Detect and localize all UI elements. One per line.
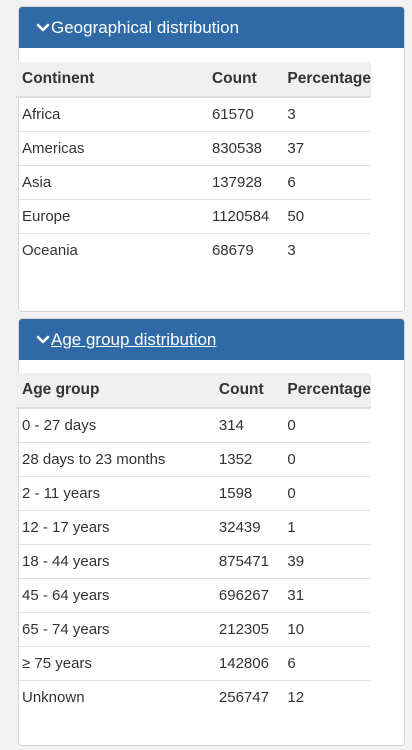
- chevron-down-icon: [36, 335, 50, 343]
- age-group-cell: ≥ 75 years: [16, 646, 213, 681]
- percentage-cell: 3: [287, 242, 296, 259]
- table-row: 28 days to 23 months 1352 0: [16, 442, 371, 477]
- percentage-cell: 0: [281, 408, 371, 443]
- table-header-row: Age group Count Percentage: [16, 373, 371, 409]
- age-group-cell: 45 - 64 years: [16, 578, 213, 613]
- count-cell: 314: [212, 408, 282, 443]
- continent-cell: Americas: [16, 131, 206, 166]
- continent-cell: Asia: [16, 165, 206, 200]
- continent-cell: Oceania: [22, 242, 78, 259]
- age-group-cell: 65 - 74 years: [16, 612, 213, 647]
- table-row: Asia 137928 6: [16, 165, 371, 200]
- table-row: Unknown 256747 12: [16, 681, 371, 715]
- table-row: Americas 830538 37: [16, 131, 371, 166]
- column-header-percentage: Percentage: [281, 373, 371, 409]
- count-cell: 142806: [212, 646, 282, 681]
- table-row: 0 - 27 days 314 0: [16, 408, 371, 443]
- percentage-cell: 50: [281, 199, 371, 234]
- age-group-cell: Unknown: [22, 689, 85, 706]
- table-row: ≥ 75 years 142806 6: [16, 646, 371, 681]
- continent-cell: Africa: [16, 97, 206, 132]
- count-cell: 696267: [212, 578, 282, 613]
- age-group-cell: 28 days to 23 months: [16, 442, 213, 477]
- count-cell: 875471: [212, 544, 282, 579]
- column-header-age-group: Age group: [16, 373, 213, 409]
- percentage-cell: 12: [287, 689, 305, 706]
- percentage-cell: 31: [281, 578, 371, 613]
- count-cell: 256747: [218, 689, 269, 706]
- count-cell: 61570: [205, 97, 282, 132]
- table-row: 65 - 74 years 212305 10: [16, 612, 371, 647]
- age-group-distribution-table: Age group Count Percentage 0 - 27 days 3…: [16, 373, 371, 714]
- table-row: Oceania 68679 3: [16, 234, 371, 268]
- count-cell: 1352: [212, 442, 282, 477]
- percentage-cell: 0: [281, 442, 371, 477]
- age-group-distribution-header[interactable]: Age group distribution: [19, 319, 404, 360]
- table-row: Europe 1120584 50: [16, 199, 371, 234]
- geographical-distribution-header[interactable]: Geographical distribution: [19, 7, 404, 48]
- age-group-cell: 2 - 11 years: [16, 476, 213, 511]
- column-header-continent: Continent: [16, 62, 206, 98]
- column-header-count: Count: [205, 62, 282, 98]
- count-cell: 68679: [211, 242, 254, 259]
- percentage-cell: 3: [281, 97, 371, 132]
- percentage-cell: 37: [281, 131, 371, 166]
- continent-cell: Europe: [16, 199, 206, 234]
- table-row: 2 - 11 years 1598 0: [16, 476, 371, 511]
- column-header-percentage: Percentage: [281, 62, 371, 98]
- column-header-count: Count: [212, 373, 282, 409]
- age-group-cell: 0 - 27 days: [16, 408, 213, 443]
- percentage-cell: 10: [281, 612, 371, 647]
- table-row: 45 - 64 years 696267 31: [16, 578, 371, 613]
- count-cell: 830538: [205, 131, 282, 166]
- count-cell: 32439: [212, 510, 282, 545]
- count-cell: 1598: [212, 476, 282, 511]
- percentage-cell: 1: [281, 510, 371, 545]
- table-row: 12 - 17 years 32439 1: [16, 510, 371, 545]
- panel-title: Geographical distribution: [51, 17, 240, 37]
- count-cell: 212305: [212, 612, 282, 647]
- percentage-cell: 39: [281, 544, 371, 579]
- percentage-cell: 6: [281, 165, 371, 200]
- age-group-cell: 12 - 17 years: [16, 510, 213, 545]
- age-group-cell: 18 - 44 years: [16, 544, 213, 579]
- percentage-cell: 6: [281, 646, 371, 681]
- table-header-row: Continent Count Percentage: [16, 62, 371, 98]
- geographical-distribution-table: Continent Count Percentage Africa 61570 …: [16, 62, 371, 267]
- count-cell: 1120584: [205, 199, 282, 234]
- percentage-cell: 0: [281, 476, 371, 511]
- table-row: Africa 61570 3: [16, 97, 371, 132]
- panel-title-link[interactable]: Age group distribution: [51, 329, 217, 349]
- chevron-down-icon: [36, 23, 50, 31]
- count-cell: 137928: [205, 165, 282, 200]
- table-row: 18 - 44 years 875471 39: [16, 544, 371, 579]
